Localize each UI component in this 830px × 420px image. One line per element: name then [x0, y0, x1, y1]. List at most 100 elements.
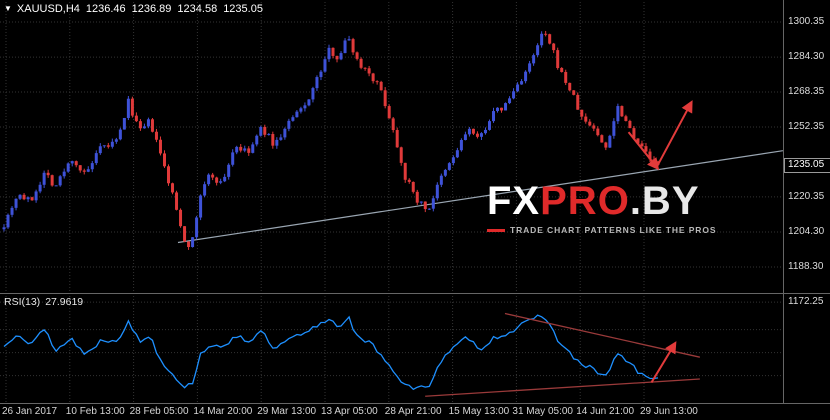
candle-body [640, 143, 644, 147]
candle-body [548, 34, 552, 44]
candle-body [628, 120, 632, 129]
candle-body [30, 197, 34, 201]
candle-body [102, 145, 106, 147]
symbol-info: ▼ XAUUSD,H4 1236.46 1236.89 1234.58 1235.05 [4, 3, 263, 15]
candle-body [395, 130, 399, 148]
candle-body [371, 73, 375, 82]
candle-body [343, 40, 347, 54]
candle-body [459, 139, 463, 151]
candle-body [487, 121, 491, 130]
candle-body [259, 126, 263, 136]
time-tick-label: 14 Mar 20:00 [193, 406, 253, 417]
candle-body [604, 142, 608, 148]
candle-body [608, 135, 612, 148]
rsi-up-arrow[interactable] [650, 341, 677, 383]
candle-body [379, 81, 383, 91]
candle-body [42, 172, 46, 185]
candle-body [387, 106, 391, 119]
candle-body [443, 169, 447, 176]
triangle-icon: ▼ [4, 4, 12, 13]
candle-body [612, 121, 616, 136]
candle-body [447, 163, 451, 170]
watermark-by: .BY [629, 179, 700, 223]
candle-body [203, 184, 207, 196]
candle-body [532, 55, 536, 64]
candle-body [82, 170, 86, 172]
candle-body [471, 128, 475, 134]
time-axis[interactable]: 26 Jan 2017 10 Feb 13:00 28 Feb 05:00 14 Ma… [0, 404, 830, 420]
candle-body [415, 191, 419, 203]
candle-body [307, 99, 311, 106]
pullback-arrow[interactable] [627, 131, 660, 171]
candle-body [14, 198, 18, 208]
candle-body [235, 146, 239, 153]
candle-body [199, 195, 203, 218]
price-axis[interactable]: 1235.05 1300.35 1284.30 1268.35 1252.35 1220… [784, 0, 830, 403]
candle-body [279, 137, 283, 140]
candle-body [463, 134, 467, 140]
candle-body [556, 50, 560, 68]
pane-separators [0, 0, 830, 404]
candle-body [219, 181, 223, 183]
candle-body [171, 183, 175, 193]
candle-body [568, 82, 572, 91]
candle-body [62, 171, 66, 177]
time-tick-label: 10 Feb 13:00 [65, 406, 125, 417]
candles [2, 30, 660, 250]
candle-body [335, 55, 339, 60]
candle-body [600, 135, 604, 143]
candle-body [399, 147, 403, 163]
candle-body [339, 53, 343, 60]
candle-body [355, 52, 359, 59]
candle-body [359, 58, 363, 68]
candle-body [540, 33, 544, 46]
candle-body [86, 169, 90, 172]
current-price-tag: 1235.05 [784, 157, 830, 173]
candle-body [419, 201, 423, 203]
candle-body [187, 241, 191, 248]
symbol-label: XAUUSD,H4 [16, 3, 80, 15]
candle-body [572, 90, 576, 95]
candle-body [439, 175, 443, 185]
price-tick-label: 1188.30 [788, 260, 824, 272]
candle-body [191, 237, 195, 248]
candle-body [644, 146, 648, 152]
candle-body [504, 103, 508, 111]
time-tick-label: 29 Jun 13:00 [640, 406, 698, 417]
candle-body [247, 148, 251, 153]
candle-body [652, 159, 656, 161]
rsi-value: 27.9619 [45, 296, 84, 308]
candle-body [10, 207, 14, 215]
candle-body [580, 109, 584, 117]
candle-body [536, 45, 540, 56]
candle-body [299, 108, 303, 112]
candle-body [118, 129, 122, 140]
candle-body [175, 192, 179, 210]
candle-body [106, 145, 110, 147]
candle-body [6, 214, 10, 228]
time-tick-label: 28 Apr 21:00 [384, 406, 442, 417]
candle-body [142, 126, 146, 129]
time-tick-label: 29 Mar 13:00 [257, 406, 317, 417]
candle-body [423, 201, 427, 210]
candle-body [347, 39, 351, 41]
ohlc-low: 1234.58 [177, 3, 218, 15]
candle-body [475, 133, 479, 137]
candle-body [407, 179, 411, 182]
forecast-up-arrow[interactable] [655, 100, 693, 168]
candle-body [34, 191, 38, 201]
red-dash-icon [487, 228, 505, 232]
candle-body [427, 208, 431, 210]
candle-body [239, 146, 243, 151]
candle-body [251, 144, 255, 153]
candle-body [271, 134, 275, 146]
candle-body [311, 88, 315, 100]
candle-body [114, 139, 118, 142]
candle-body [560, 67, 564, 72]
price-tick-label: 1204.30 [788, 226, 825, 237]
candle-body [211, 174, 215, 178]
wedge-lower-line[interactable] [425, 378, 700, 397]
candle-body [367, 68, 371, 74]
support-trendline[interactable] [177, 150, 784, 244]
